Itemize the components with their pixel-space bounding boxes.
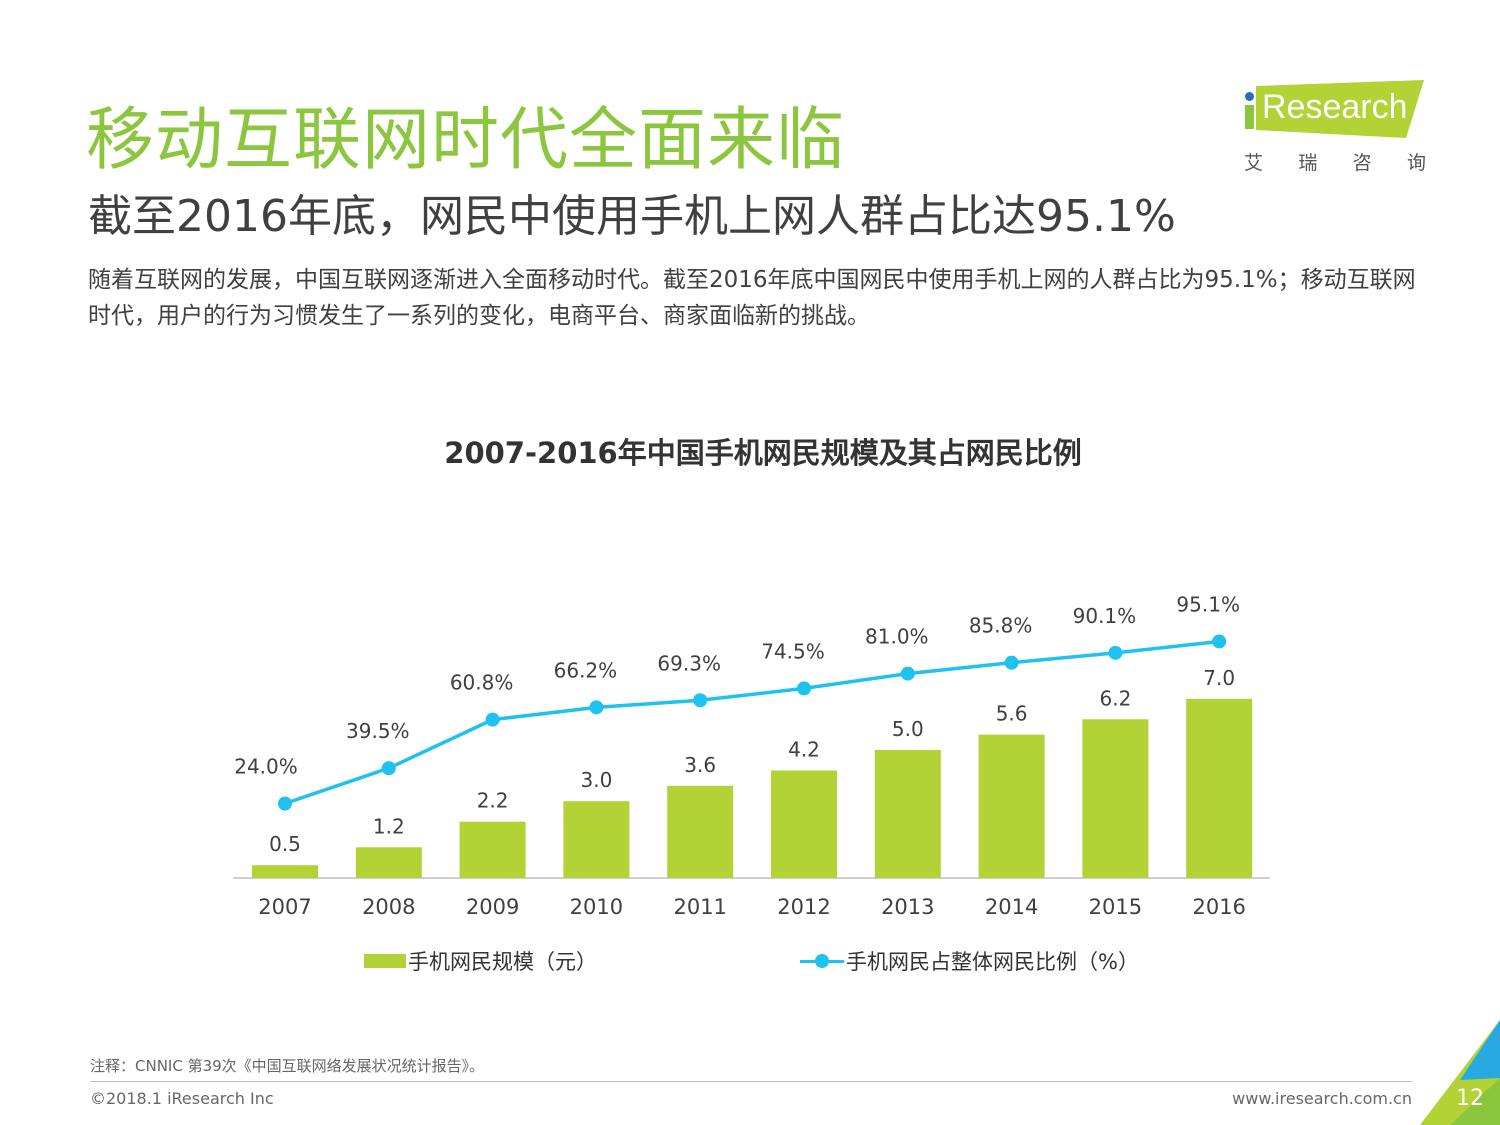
line-value-label: 24.0% [234,755,298,779]
bar [771,770,837,878]
bar-value-label: 7.0 [1203,666,1235,690]
bar [978,734,1045,878]
x-tick-label: 2014 [985,895,1038,919]
line-point [1212,634,1227,649]
line-point [485,712,500,727]
bar-value-label: 5.0 [892,717,924,741]
logo-i-dot [1245,92,1254,101]
x-tick-label: 2011 [673,895,726,919]
footer-divider [90,1081,1412,1082]
bar-value-label: 3.6 [684,753,716,777]
chart-title: 2007-2016年中国手机网民规模及其占网民比例 [444,436,1082,470]
bar-value-label: 3.0 [580,768,612,792]
line-point [693,693,708,708]
x-tick-label: 2008 [362,895,415,919]
x-tick-label: 2012 [777,895,830,919]
chart-legend: 手机网民规模（元） 手机网民占整体网民比例（%） [0,946,1500,978]
line-value-label: 39.5% [346,719,410,743]
page-title: 移动互联网时代全面来临 [86,101,846,180]
x-tick-label: 2015 [1089,895,1142,919]
line-value-label: 90.1% [1073,604,1137,628]
line-point [797,681,811,696]
logo-banner-shape [1256,80,1424,138]
line-value-label: 85.8% [969,614,1033,638]
x-tick-label: 2016 [1192,895,1245,919]
bar [459,821,526,878]
copyright-text: ©2018.1 iResearch Inc [90,1089,274,1108]
logo-chinese-name: 艾 瑞 咨 询 [1244,148,1426,175]
bar-value-label: 1.2 [373,814,405,838]
bar [1186,698,1253,878]
bar [355,847,422,878]
logo-brand-text: Research [1262,88,1408,126]
line-value-label: 95.1% [1176,592,1240,616]
logo-char: 咨 [1352,152,1372,174]
line-point [278,796,292,811]
corner-decoration [1420,1020,1500,1125]
line-value-label: 66.2% [554,658,618,682]
page-number: 12 [1456,1086,1484,1111]
legend-item-line: 手机网民占整体网民比例（%） [800,946,1139,976]
logo-i-stem [1245,105,1254,129]
bar [563,801,630,878]
line-point [589,700,604,715]
line-value-label: 60.8% [450,671,514,695]
bar-value-label: 2.2 [477,789,509,813]
bar [1082,719,1149,878]
legend-item-bar: 手机网民规模（元） [364,946,597,976]
source-note: 注释：CNNIC 第39次《中国互联网络发展状况统计报告》。 [90,1057,485,1075]
bar [874,750,941,878]
x-tick-label: 2007 [258,895,311,919]
line-value-label: 74.5% [761,639,825,663]
legend-line-label: 手机网民占整体网民比例（%） [846,950,1139,974]
legend-bar-label: 手机网民规模（元） [408,950,597,974]
line-point [900,666,915,681]
bar-value-label: 5.6 [996,702,1028,726]
line-series [284,639,1220,806]
website-link[interactable]: www.iresearch.com.cn [1232,1089,1412,1108]
x-tick-label: 2010 [570,895,623,919]
x-tick-label: 2009 [466,895,519,919]
bar-value-label: 4.2 [788,737,820,761]
line-point [1108,645,1123,660]
bar-value-label: 6.2 [1099,686,1131,710]
line-value-label: 81.0% [865,625,929,649]
line-point [1004,655,1019,670]
bar-value-label: 0.5 [269,832,301,856]
logo-char: 艾 [1244,152,1264,174]
logo-char: 瑞 [1298,152,1318,174]
page-description: 随着互联网的发展，中国互联网逐渐进入全面移动时代。截至2016年底中国网民中使用… [88,267,1416,329]
line-point [381,761,396,776]
legend-bar-swatch [364,954,406,968]
logo-char: 询 [1406,152,1426,174]
legend-line-swatch [800,954,844,968]
x-tick-label: 2013 [881,895,934,919]
iresearch-logo: Research 艾 瑞 咨 询 [1236,80,1426,174]
bar [252,865,318,878]
bar [667,785,734,878]
line-value-label: 69.3% [657,651,721,675]
page-subtitle: 截至2016年底，网民中使用手机上网人群占比达95.1% [88,191,1176,242]
